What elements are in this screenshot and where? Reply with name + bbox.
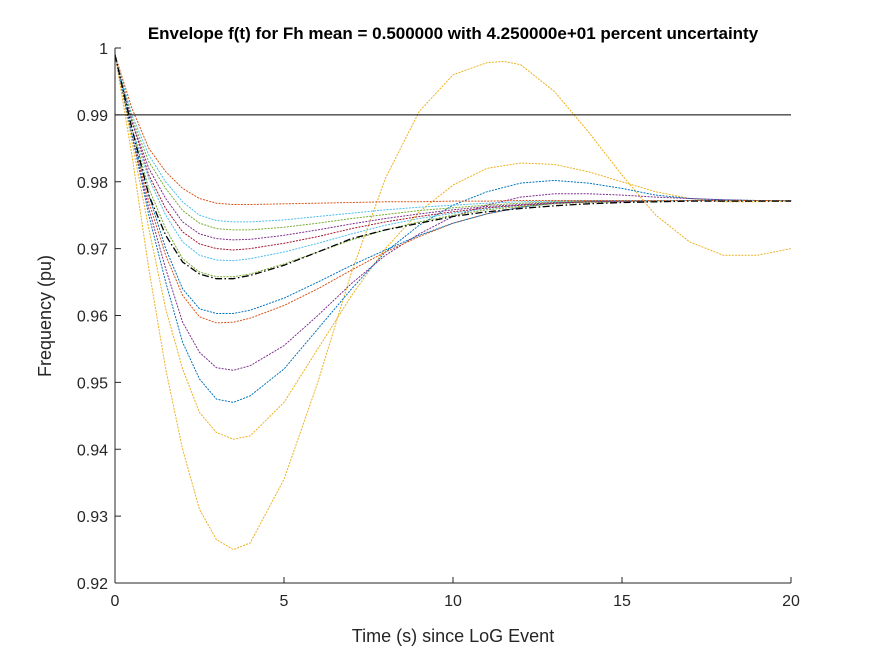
envelope-series-line-2 xyxy=(114,54,792,440)
mean-curve-line xyxy=(114,54,791,280)
series-layer xyxy=(114,54,792,551)
chart-title: Envelope f(t) for Fh mean = 0.500000 wit… xyxy=(148,24,759,43)
y-tick-label: 0.98 xyxy=(77,175,108,192)
envelope-series-line-7 xyxy=(114,54,792,278)
y-tick-label: 0.97 xyxy=(77,242,108,259)
y-tick-label: 0.99 xyxy=(77,108,108,125)
plot-area xyxy=(115,48,791,583)
x-tick-label: 5 xyxy=(280,593,289,610)
y-tick-label: 0.94 xyxy=(77,442,108,459)
axes-layer: 0 5 10 15 20 0.92 0.93 0.94 0.95 0.96 0.97 0.98 0.99… xyxy=(77,41,800,610)
x-tick-label: 20 xyxy=(782,593,800,610)
x-tick-label: 10 xyxy=(444,593,462,610)
x-axis-label: Time (s) since LoG Event xyxy=(352,626,554,646)
y-tick-label: 0.92 xyxy=(77,576,108,593)
x-tick-label: 15 xyxy=(613,593,631,610)
envelope-series-line-6 xyxy=(114,54,792,314)
y-tick-label: 1 xyxy=(99,41,108,58)
envelope-series-line-13 xyxy=(114,54,792,205)
y-tick-label: 0.95 xyxy=(77,375,108,392)
envelope-series-line-11 xyxy=(114,54,792,231)
y-tick-label: 0.93 xyxy=(77,509,108,526)
envelope-series-line-1 xyxy=(114,54,792,551)
x-tick-label: 0 xyxy=(111,593,120,610)
envelope-series-line-12 xyxy=(114,54,792,223)
envelope-series-line-4 xyxy=(114,54,792,371)
plot-background xyxy=(115,48,791,583)
y-axis-label: Frequency (pu) xyxy=(35,255,55,377)
y-tick-label: 0.96 xyxy=(77,309,108,326)
